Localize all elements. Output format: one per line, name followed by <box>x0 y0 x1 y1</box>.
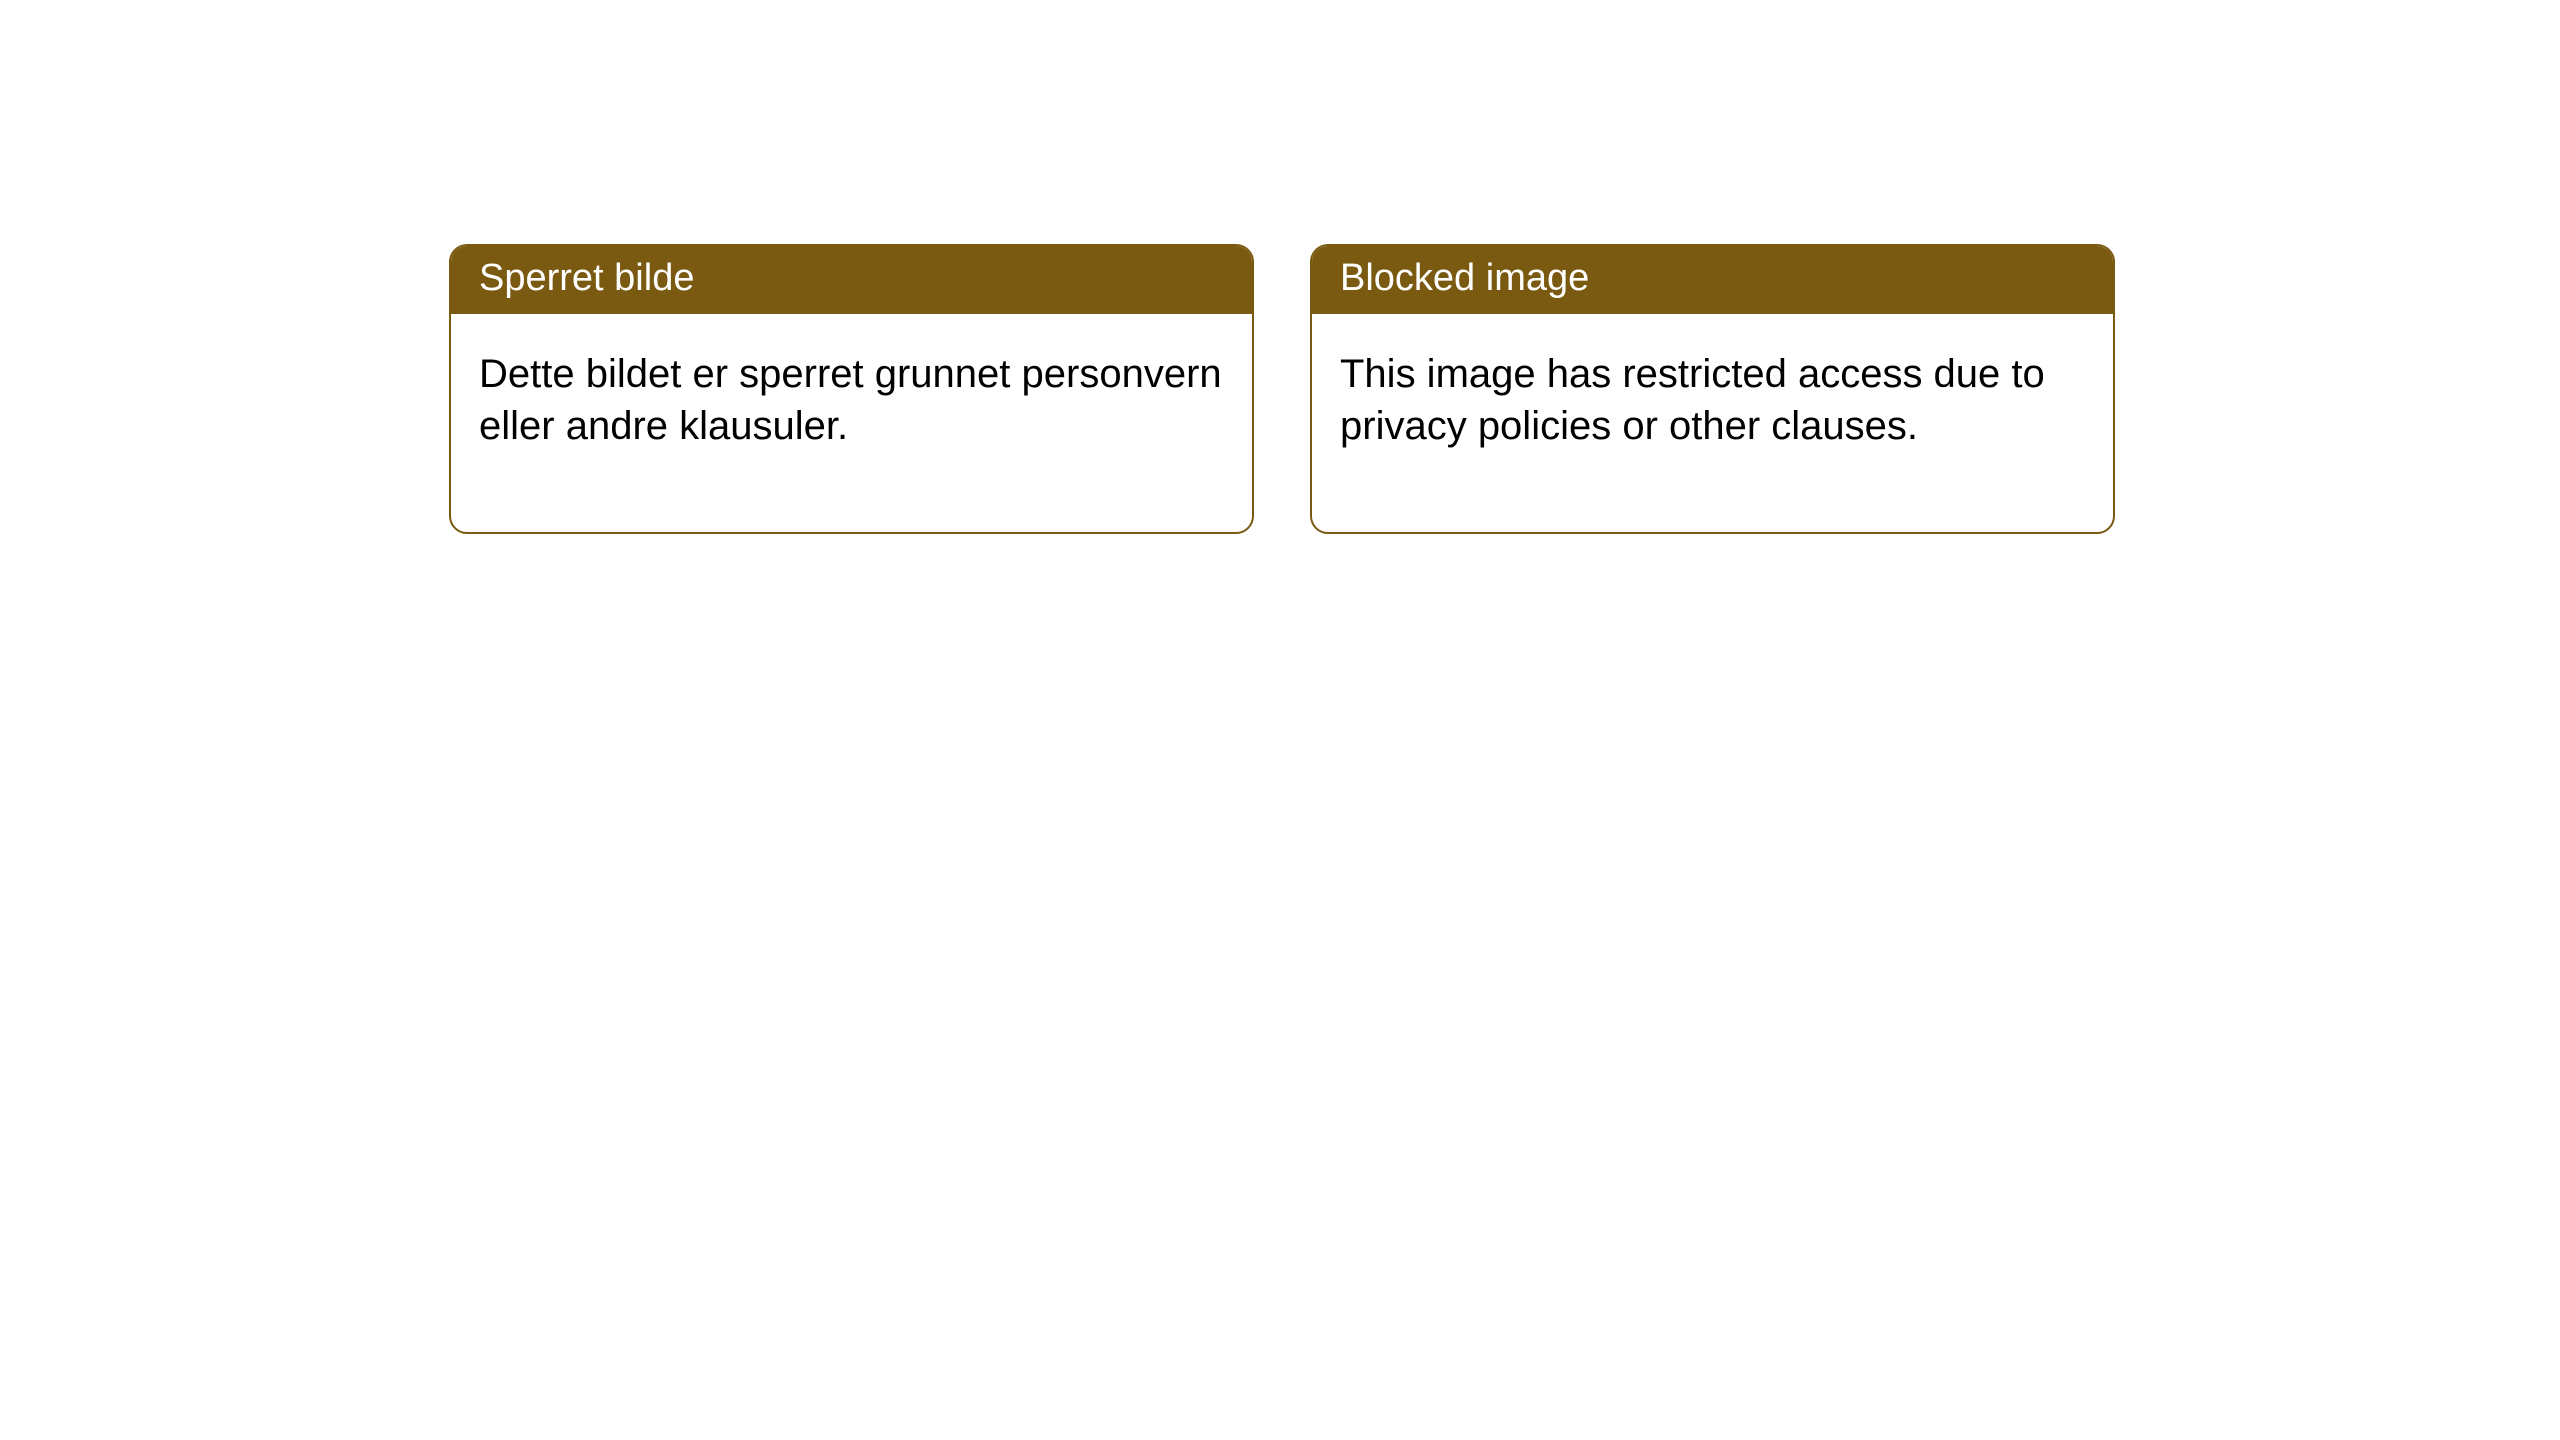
notice-card-english: Blocked image This image has restricted … <box>1310 244 2115 534</box>
notice-card-norwegian: Sperret bilde Dette bildet er sperret gr… <box>449 244 1254 534</box>
notice-card-body: Dette bildet er sperret grunnet personve… <box>451 314 1252 532</box>
notice-card-header: Sperret bilde <box>451 246 1252 314</box>
notice-container: Sperret bilde Dette bildet er sperret gr… <box>449 244 2115 534</box>
notice-card-header: Blocked image <box>1312 246 2113 314</box>
notice-card-body: This image has restricted access due to … <box>1312 314 2113 532</box>
